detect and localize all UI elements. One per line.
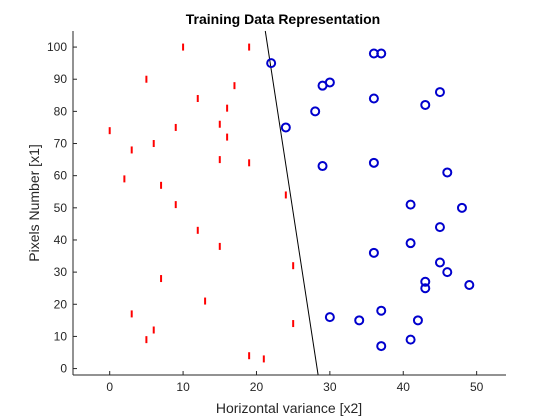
- data-point-circle: [368, 93, 379, 104]
- data-point-circle: [405, 238, 416, 249]
- y-tick-label: 50: [54, 201, 68, 215]
- data-point-circle: [405, 334, 416, 345]
- data-point-circle: [405, 199, 416, 210]
- data-point-circle: [280, 122, 291, 133]
- x-axis-ticks: 0 10 20 30 40 50: [106, 371, 484, 394]
- data-point-circle: [442, 267, 453, 278]
- data-point-circle: [434, 87, 445, 98]
- data-point-circle: [456, 202, 467, 213]
- x-axis-label: Horizontal variance [x2]: [216, 400, 362, 416]
- x-tick-label: 0: [106, 380, 113, 394]
- data-point-circle: [434, 222, 445, 233]
- data-point-circle: [317, 80, 328, 91]
- data-point-circle: [354, 315, 365, 326]
- y-tick-label: 60: [54, 169, 68, 183]
- data-point-circle: [310, 106, 321, 117]
- data-point-circle: [368, 157, 379, 168]
- data-point-circle: [464, 279, 475, 290]
- x-tick-label: 40: [397, 380, 411, 394]
- chart-title: Training Data Representation: [186, 11, 380, 27]
- data-point-circle: [317, 161, 328, 172]
- y-tick-label: 40: [54, 233, 68, 247]
- x-tick-label: 10: [176, 380, 190, 394]
- y-tick-label: 80: [54, 104, 68, 118]
- data-point-circle: [420, 276, 431, 287]
- y-tick-label: 0: [60, 362, 67, 376]
- y-tick-label: 70: [54, 137, 68, 151]
- data-point-circle: [376, 341, 387, 352]
- x-tick-label: 30: [323, 380, 337, 394]
- y-tick-label: 100: [47, 40, 67, 54]
- plot-area: [108, 30, 475, 376]
- data-point-circle: [412, 315, 423, 326]
- data-point-circle: [266, 58, 277, 69]
- data-point-circle: [434, 257, 445, 268]
- y-tick-label: 90: [54, 72, 68, 86]
- data-point-circle: [420, 99, 431, 110]
- data-point-circle: [324, 312, 335, 323]
- decision-boundary-line: [264, 30, 319, 376]
- y-tick-label: 30: [54, 265, 68, 279]
- data-point-circle: [442, 167, 453, 178]
- y-axis-ticks: 0 10 20 30 40 50 60 70 80 90 100: [47, 40, 77, 376]
- data-point-circle: [420, 283, 431, 294]
- y-tick-label: 20: [54, 297, 68, 311]
- data-point-circle: [368, 247, 379, 258]
- data-point-circle: [376, 305, 387, 316]
- x-tick-label: 20: [250, 380, 264, 394]
- x-tick-label: 50: [470, 380, 484, 394]
- data-point-circle: [376, 48, 387, 59]
- y-tick-label: 10: [54, 329, 68, 343]
- y-axis-label: Pixels Number [x1]: [26, 144, 42, 261]
